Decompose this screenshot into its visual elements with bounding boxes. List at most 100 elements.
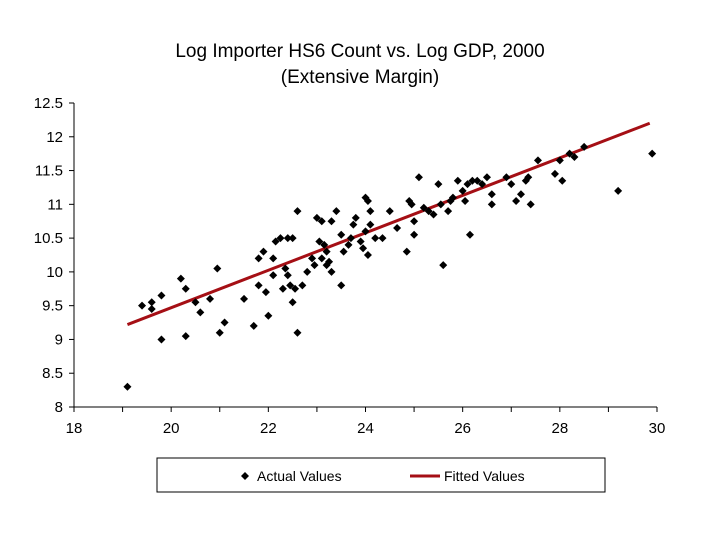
scatter-point (558, 176, 567, 185)
scatter-point (502, 173, 511, 182)
scatter-points-layer (123, 142, 657, 391)
scatter-point (555, 156, 564, 165)
scatter-point (580, 142, 589, 151)
scatter-point (327, 267, 336, 276)
scatter-point (213, 264, 222, 273)
legend-box (156, 457, 606, 493)
scatter-point (410, 217, 419, 226)
scatter-point (215, 328, 224, 337)
scatter-point (283, 234, 292, 243)
scatter-point (371, 234, 380, 243)
scatter-point (434, 180, 443, 189)
scatter-point (303, 267, 312, 276)
scatter-point (410, 230, 419, 239)
scatter-point (359, 244, 368, 253)
scatter-point (315, 237, 324, 246)
legend-label-actual: Actual Values (257, 468, 342, 484)
scatter-point (317, 254, 326, 263)
x-tick-label: 18 (66, 420, 83, 437)
axes: 12.5 12 11.5 11 10.5 10 9.5 9 8.5 818 20 22 24 26 28 30 (34, 95, 666, 437)
scatter-point (526, 200, 535, 209)
fitted-line-layer (126, 121, 651, 326)
scatter-point (283, 271, 292, 280)
scatter-point (414, 173, 423, 182)
scatter-point (196, 308, 205, 317)
scatter-point (254, 281, 263, 290)
scatter-point (478, 180, 487, 189)
scatter-point (648, 149, 657, 158)
scatter-point (419, 203, 428, 212)
scatter-point (393, 223, 402, 232)
scatter-point (436, 200, 445, 209)
scatter-point (269, 271, 278, 280)
x-tick-label: 24 (357, 420, 374, 437)
scatter-point (157, 335, 166, 344)
scatter-point (458, 186, 467, 195)
scatter-point (206, 294, 215, 303)
scatter-point (361, 227, 370, 236)
fitted-line (126, 121, 651, 326)
scatter-point (570, 153, 579, 162)
y-tick-label: 8 (55, 399, 63, 416)
scatter-point (366, 207, 375, 216)
scatter-point (378, 234, 387, 243)
scatter-point (468, 176, 477, 185)
scatter-point (465, 230, 474, 239)
scatter-point (402, 247, 411, 256)
scatter-point (271, 237, 280, 246)
scatter-point (448, 193, 457, 202)
y-tick-label: 10 (46, 264, 63, 281)
scatter-point (439, 261, 448, 270)
scatter-point (366, 220, 375, 229)
chart-subtitle: (Extensive Margin) (281, 67, 439, 88)
scatter-point (220, 318, 229, 327)
scatter-point (487, 190, 496, 199)
scatter-point (298, 281, 307, 290)
scatter-point (512, 196, 521, 205)
scatter-point (363, 196, 372, 205)
scatter-point (533, 156, 542, 165)
scatter-point (516, 190, 525, 199)
x-tick-label: 26 (454, 420, 471, 437)
x-tick-label: 30 (649, 420, 666, 437)
scatter-point (346, 234, 355, 243)
scatter-point (461, 196, 470, 205)
legend-marker-diamond-icon (241, 472, 249, 480)
scatter-point (473, 176, 482, 185)
scatter-point (138, 301, 147, 310)
scatter-point (293, 328, 302, 337)
scatter-point (429, 210, 438, 219)
scatter-point (286, 281, 295, 290)
scatter-point (254, 254, 263, 263)
scatter-point (444, 207, 453, 216)
scatter-point (614, 186, 623, 195)
scatter-point (259, 247, 268, 256)
scatter-point (507, 180, 516, 189)
scatter-point (327, 217, 336, 226)
y-tick-label: 10.5 (34, 230, 63, 247)
scatter-point (325, 257, 334, 266)
scatter-point (424, 207, 433, 216)
scatter-point (320, 240, 329, 249)
scatter-point (276, 234, 285, 243)
x-tick-label: 20 (163, 420, 180, 437)
y-tick-label: 12.5 (34, 95, 63, 112)
scatter-point (181, 284, 190, 293)
y-tick-label: 9.5 (42, 298, 63, 315)
scatter-point (363, 251, 372, 259)
scatter-point (322, 247, 331, 256)
scatter-point (317, 217, 326, 226)
x-tick-label: 28 (551, 420, 568, 437)
scatter-point (181, 332, 190, 341)
scatter-point (351, 213, 360, 222)
scatter-point (264, 311, 273, 320)
scatter-point (332, 207, 341, 216)
chart-title: Log Importer HS6 Count vs. Log GDP, 2000 (175, 41, 544, 62)
scatter-point (281, 264, 290, 273)
scatter-point (176, 274, 185, 283)
scatter-point (337, 281, 346, 290)
scatter-point (147, 298, 156, 307)
scatter-point (407, 200, 416, 209)
scatter-point (123, 382, 132, 391)
